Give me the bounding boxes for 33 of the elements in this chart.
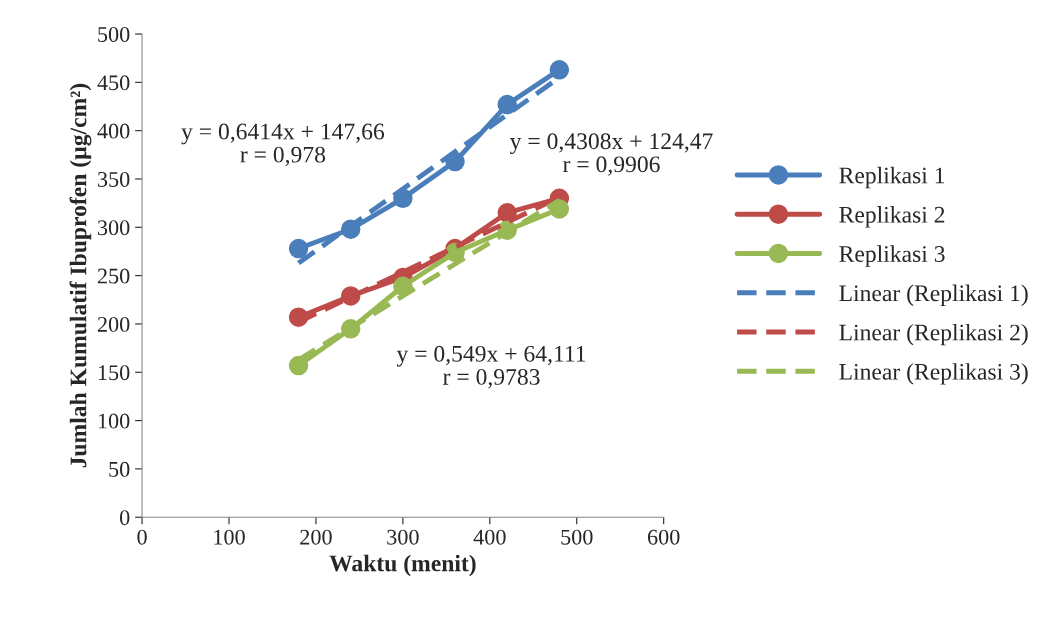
y-tick-label: 350 — [97, 171, 130, 187]
x-tick-label: 100 — [214, 529, 245, 545]
legend-label: Linear (Replikasi 1) — [839, 284, 1028, 307]
x-axis-title: Waktu (menit) — [329, 554, 476, 577]
legend-label: Linear (Replikasi 2) — [839, 323, 1028, 346]
y-tick-label: 400 — [97, 123, 130, 139]
legend-label: Linear (Replikasi 3) — [839, 363, 1028, 385]
x-tick-label: 300 — [387, 529, 419, 545]
y-tick-label: 150 — [98, 365, 130, 381]
y-tick-label: 250 — [97, 268, 130, 284]
point — [549, 60, 570, 80]
y-tick-label: 50 — [109, 461, 130, 477]
legend-label: Replikasi 2 — [839, 206, 945, 228]
y-tick-label: 500 — [98, 26, 130, 42]
point — [288, 238, 309, 259]
y-tick-label: 0 — [120, 510, 130, 526]
point — [497, 94, 517, 115]
x-tick-label: 400 — [473, 529, 506, 545]
x-tick-label: 600 — [647, 529, 680, 545]
y-tick-label: 450 — [97, 75, 130, 91]
y-tick-label: 200 — [97, 316, 130, 332]
legend-label: Replikasi 1 — [839, 166, 945, 189]
point — [288, 355, 309, 376]
y-tick-label: 100 — [98, 413, 130, 429]
y-tick-label: 300 — [97, 220, 130, 236]
x-tick-label: 500 — [561, 529, 593, 545]
x-tick-label: 0 — [137, 529, 147, 545]
annotation: y = 0,549x + 64,111 r = 0,9783 — [396, 345, 586, 389]
x-tick-label: 200 — [300, 529, 332, 545]
legend-label: Replikasi 3 — [839, 245, 945, 267]
annotation: y = 0,6414x + 147,66 r = 0,978 — [181, 123, 385, 166]
y-axis-title: Jumlah Kumulatif Ibuprofen (µg/cm²) — [69, 83, 92, 468]
annotation: y = 0,4308x + 124,47 r = 0,9906 — [509, 133, 713, 176]
